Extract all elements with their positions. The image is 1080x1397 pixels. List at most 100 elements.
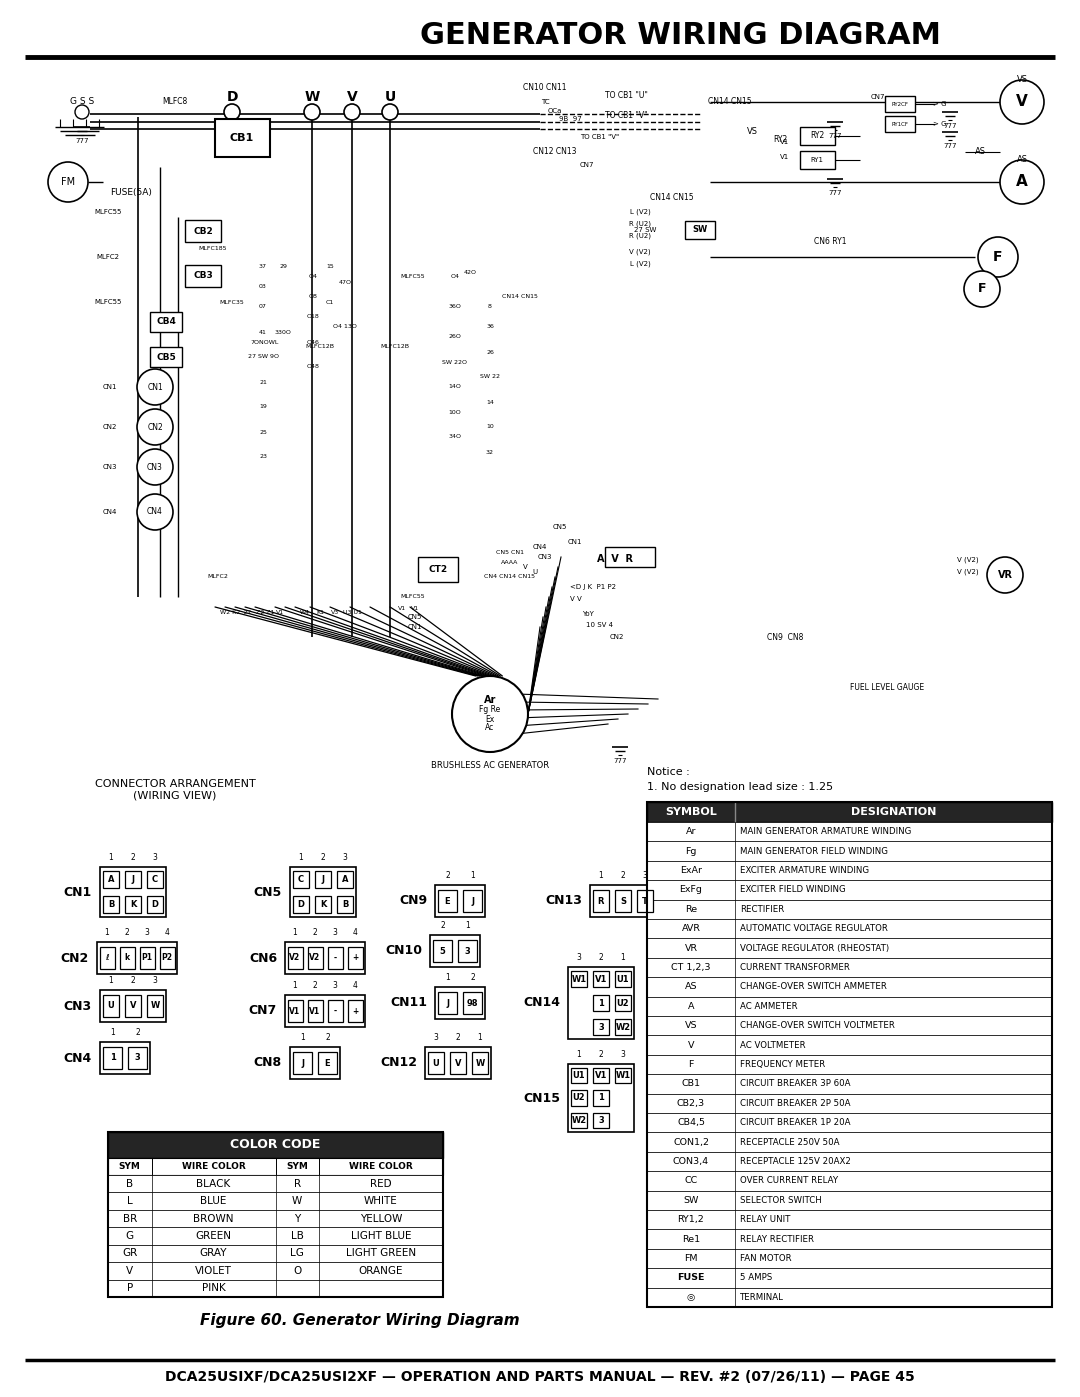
Bar (285, 942, 365, 974)
Text: T: T (643, 897, 648, 905)
Text: A: A (1016, 175, 1028, 190)
Bar (337, 895, 353, 914)
Text: CN5 CN1: CN5 CN1 (496, 549, 524, 555)
Text: FUSE: FUSE (677, 1274, 705, 1282)
Bar (120, 947, 135, 970)
Bar (327, 947, 342, 970)
Text: OVER CURRENT RELAY: OVER CURRENT RELAY (740, 1176, 838, 1186)
Bar (647, 1035, 1052, 1055)
Text: RED: RED (370, 1179, 392, 1189)
Bar (647, 919, 1052, 939)
Text: AUTOMATIC VOLTAGE REGULATOR: AUTOMATIC VOLTAGE REGULATOR (740, 925, 888, 933)
Circle shape (978, 237, 1018, 277)
Text: 19: 19 (259, 405, 267, 409)
Text: MLFC12B: MLFC12B (380, 345, 409, 349)
Text: F: F (688, 1060, 693, 1069)
Text: 98: 98 (467, 999, 478, 1007)
Text: B: B (108, 900, 114, 909)
Text: ◎: ◎ (687, 1292, 696, 1302)
Bar (593, 1113, 609, 1129)
Text: 37: 37 (259, 264, 267, 270)
Text: MLFC2: MLFC2 (207, 574, 229, 580)
Text: W2: W2 (616, 1023, 631, 1031)
Text: SELECTOR SWITCH: SELECTOR SWITCH (740, 1196, 822, 1204)
Bar (637, 890, 653, 912)
Text: 29: 29 (279, 264, 287, 270)
Text: B: B (341, 900, 348, 909)
Bar (108, 1132, 443, 1158)
Text: SW: SW (692, 225, 707, 235)
Text: U: U (532, 569, 538, 576)
Text: V1: V1 (410, 605, 419, 610)
Text: 1: 1 (470, 870, 475, 880)
Text: 4: 4 (352, 928, 357, 937)
Text: CN12 CN13: CN12 CN13 (534, 148, 577, 156)
Text: 47O: 47O (338, 279, 351, 285)
Circle shape (137, 409, 173, 446)
Bar (605, 548, 654, 567)
Bar (314, 895, 332, 914)
Text: W1: W1 (616, 1071, 631, 1080)
Text: <D J K  P1 P2: <D J K P1 P2 (570, 584, 616, 590)
Text: 42O: 42O (463, 270, 476, 274)
Text: TO CB1 "V": TO CB1 "V" (605, 110, 648, 120)
Text: CN9  CN8: CN9 CN8 (767, 633, 804, 641)
Text: RY2CF: RY2CF (891, 102, 908, 106)
Bar (593, 1018, 609, 1035)
Text: R (U2): R (U2) (629, 233, 651, 239)
Text: FUEL LEVEL GAUGE: FUEL LEVEL GAUGE (850, 683, 924, 692)
Bar (800, 127, 835, 145)
Text: MLFC55: MLFC55 (94, 299, 122, 305)
Bar (647, 802, 1052, 1308)
Text: 2: 2 (135, 1028, 140, 1037)
Text: J: J (322, 875, 324, 884)
Circle shape (48, 162, 87, 203)
Text: U1: U1 (572, 1071, 585, 1080)
Text: TO CB1 "U": TO CB1 "U" (605, 91, 648, 99)
Text: W: W (150, 1002, 160, 1010)
Text: SW 22O: SW 22O (443, 359, 468, 365)
Bar (108, 1175, 443, 1193)
Text: VS: VS (685, 1021, 698, 1030)
Text: ExFg: ExFg (679, 886, 702, 894)
Text: 330O: 330O (274, 330, 292, 334)
Text: CN7: CN7 (248, 1004, 276, 1017)
Bar (108, 1132, 443, 1296)
Text: > G: > G (933, 122, 947, 127)
Text: 14O: 14O (448, 384, 461, 390)
Text: 1: 1 (577, 1051, 581, 1059)
Text: O8: O8 (309, 295, 318, 299)
Bar (108, 1210, 443, 1228)
Text: 5: 5 (440, 947, 445, 956)
Text: V1: V1 (397, 605, 406, 610)
Text: 1: 1 (109, 977, 113, 985)
Text: CN3: CN3 (103, 464, 118, 469)
Text: LIGHT GREEN: LIGHT GREEN (346, 1249, 416, 1259)
Text: C1: C1 (326, 299, 334, 305)
Bar (593, 890, 609, 912)
Text: CN5: CN5 (408, 615, 422, 620)
Text: 3: 3 (464, 947, 471, 956)
Text: SW: SW (684, 1196, 699, 1204)
Text: SYM: SYM (119, 1162, 140, 1171)
Bar (438, 992, 457, 1014)
Circle shape (224, 103, 240, 120)
Text: RY2: RY2 (810, 131, 824, 141)
Text: V1: V1 (275, 609, 284, 615)
Text: 2: 2 (470, 972, 475, 982)
Text: 2: 2 (312, 981, 318, 990)
Text: Fg: Fg (686, 847, 697, 855)
Text: V1: V1 (310, 1006, 321, 1016)
Bar (215, 119, 270, 156)
Text: CN11: CN11 (390, 996, 427, 1010)
Circle shape (382, 103, 399, 120)
Text: 3: 3 (621, 1051, 625, 1059)
Bar (285, 995, 365, 1027)
Circle shape (453, 676, 528, 752)
Bar (647, 996, 1052, 1016)
Circle shape (75, 105, 89, 119)
Text: CB3: CB3 (193, 271, 213, 281)
Text: 1: 1 (293, 981, 297, 990)
Bar (287, 947, 302, 970)
Text: 1: 1 (110, 1028, 114, 1037)
